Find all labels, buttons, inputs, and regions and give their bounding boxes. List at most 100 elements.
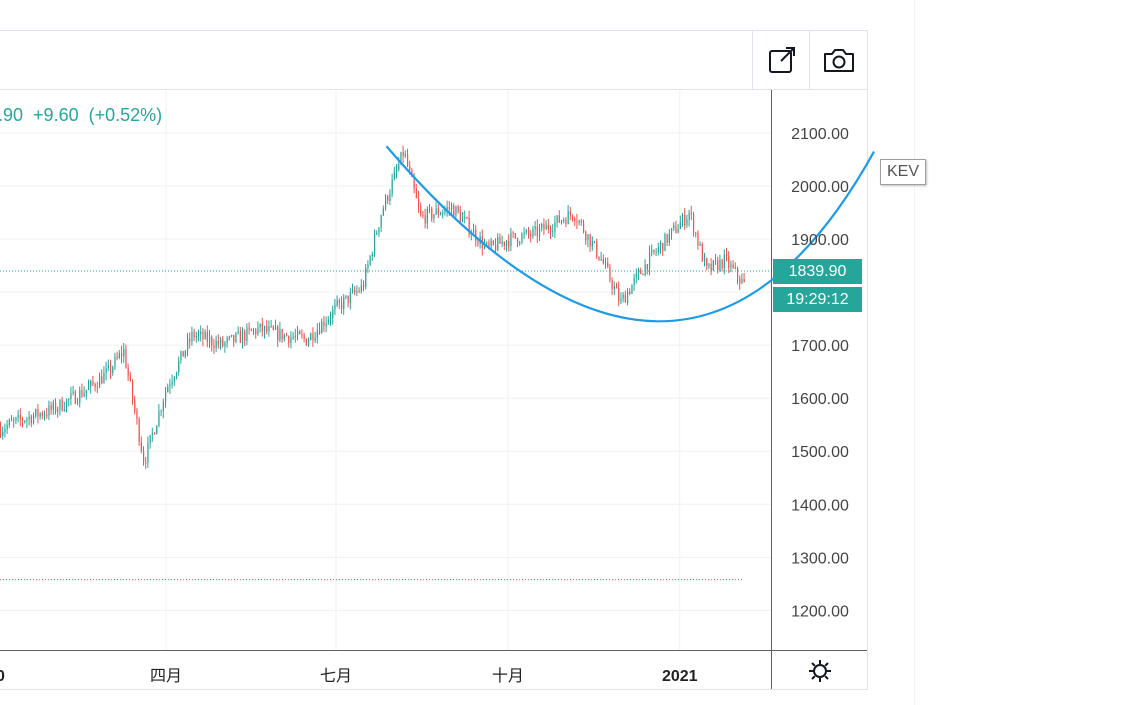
candle-body [459,211,461,223]
candle-body [66,399,68,410]
candle-body [616,286,618,289]
candle-body [292,336,294,338]
screenshot-button[interactable] [809,31,867,89]
candle-body [602,258,604,264]
candle-body [259,323,261,328]
candle-body [28,416,30,420]
candle-body [589,234,591,247]
price-tick-label: 1500.00 [791,444,849,461]
candle-body [510,232,512,247]
candle-body [228,336,230,339]
candle-body [627,291,629,303]
kev-label[interactable]: KEV [880,159,927,185]
candle-body [376,233,378,235]
candle-body [255,329,257,334]
candle-body [237,331,239,334]
candle-body [176,372,178,378]
candle-body [30,416,32,424]
candle-body [257,327,259,334]
candle-body [24,421,26,423]
candle-body [125,349,127,368]
candle-body [530,234,532,236]
candle-body [189,338,191,342]
candle-body [552,231,554,233]
candle-body [492,240,494,245]
candle-body [737,267,739,279]
candle-body [462,217,464,223]
candle-body [209,336,211,343]
candle-body [629,291,631,294]
candle-body [349,292,351,304]
candle-body [728,256,730,268]
candle-body [178,360,180,373]
candle-body [607,262,609,268]
candle-body [385,196,387,209]
candle-body [404,154,406,157]
candle-body [638,270,640,274]
candle-body [248,327,250,330]
candle-body [132,380,134,400]
candle-body [642,273,644,275]
candle-body [22,419,24,422]
candle-body [433,214,435,219]
price-tick-label: 1200.00 [791,603,849,620]
candle-body [675,225,677,233]
candle-body [308,340,310,346]
candle-body [679,222,681,229]
candle-body [154,433,156,435]
candle-body [52,402,54,410]
candle-body [195,335,197,338]
candle-body [420,206,422,216]
candle-body [191,331,193,342]
candle-body [50,405,52,410]
candle-body [171,381,173,385]
candle-body [226,338,228,343]
candle-body [501,241,503,244]
candle-body [701,244,703,262]
candle-body [437,208,439,215]
candle-body [173,377,175,382]
chart-settings-button[interactable] [772,652,867,690]
candle-body [356,290,358,293]
top-border [0,30,868,31]
candle-body [253,329,255,331]
candle-body [374,234,376,255]
candle-body [508,240,510,247]
popout-button[interactable] [752,31,810,89]
candle-body [37,408,39,417]
candle-body [222,338,224,347]
candle-body [743,279,745,283]
candle-body [224,342,226,347]
candle-body [283,334,285,340]
candle-body [83,392,85,397]
candle-body [664,234,666,251]
candle-body [57,409,59,412]
candle-body [187,338,189,351]
candle-body [371,254,373,257]
candle-body [525,230,527,233]
candle-body [303,335,305,339]
candle-body [451,205,453,209]
candle-body [490,240,492,247]
candle-body [44,414,46,417]
drawn-curve-line [385,145,875,323]
candle-body [673,225,675,229]
symbol-legend: 9.90 +9.60 (+0.52%) [0,105,172,126]
candle-body [446,207,448,210]
candle-body [547,224,549,230]
candle-body [543,224,545,230]
candle-body [363,284,365,288]
candle-body [266,326,268,332]
candle-body [220,338,222,345]
candle-body [103,372,105,384]
candle-body [325,322,327,327]
candle-body [312,333,314,341]
candle-body [730,264,732,268]
candle-body [424,215,426,224]
candle-body [710,263,712,271]
candle-body [215,340,217,348]
candle-body [497,237,499,251]
candle-body [184,350,186,357]
